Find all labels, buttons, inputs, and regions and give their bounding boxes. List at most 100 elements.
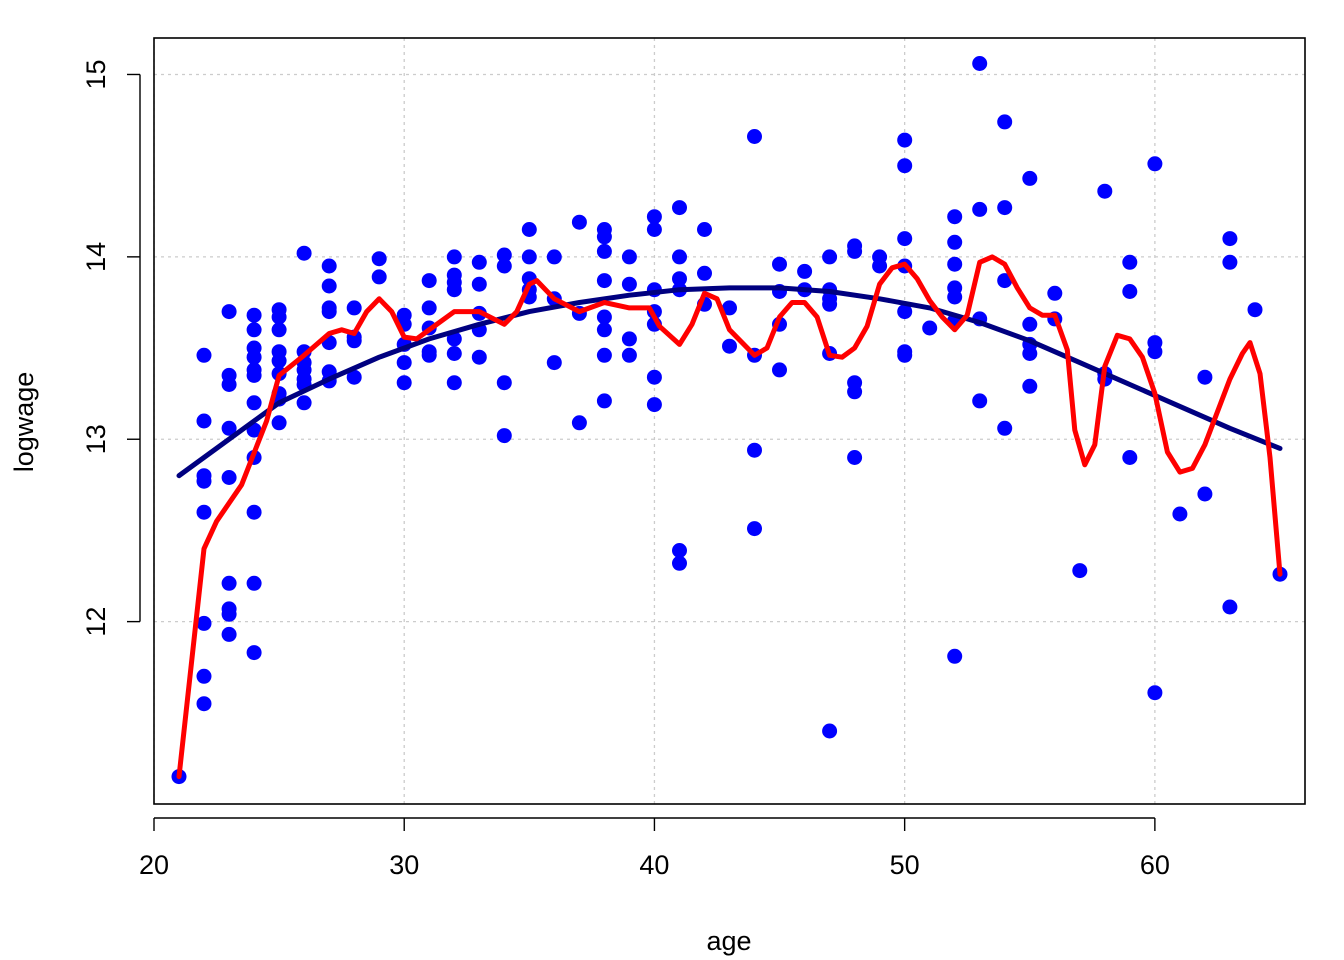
data-point [446, 282, 462, 298]
data-point [1122, 284, 1138, 299]
smooth-fit-line [176, 254, 1283, 780]
data-point [947, 289, 963, 305]
data-point [1022, 170, 1038, 186]
data-point [296, 395, 312, 411]
data-point [822, 723, 838, 739]
data-point [421, 300, 437, 316]
data-point [421, 273, 437, 289]
data-point [571, 415, 587, 431]
data-point [646, 369, 662, 385]
x-tick-label: 50 [890, 850, 920, 880]
data-point [646, 209, 662, 225]
data-point [521, 222, 537, 237]
data-point [997, 273, 1013, 289]
data-point [471, 254, 487, 270]
data-point [196, 696, 212, 712]
data-point [521, 249, 537, 265]
data-point [596, 229, 612, 245]
data-point [421, 347, 437, 363]
x-tick-label: 40 [639, 850, 669, 880]
data-point [1247, 302, 1263, 318]
data-point [847, 450, 863, 465]
data-point [722, 338, 737, 354]
data-point [496, 428, 512, 444]
data-point [672, 271, 687, 287]
data-point [672, 249, 687, 265]
data-point [546, 355, 562, 371]
data-point [1147, 685, 1163, 701]
data-point [947, 209, 963, 225]
y-tick-label: 15 [81, 59, 111, 89]
data-point [596, 347, 612, 363]
y-axis: 12 13 14 15 [81, 59, 141, 637]
data-point [446, 375, 462, 391]
y-tick-label: 12 [81, 607, 111, 637]
data-point [621, 347, 637, 363]
data-point [1072, 563, 1088, 579]
data-point [747, 129, 762, 144]
data-point [496, 247, 512, 263]
data-point [897, 132, 913, 148]
data-point [596, 393, 612, 409]
data-point [621, 331, 637, 347]
data-point [1022, 378, 1038, 394]
data-point [972, 56, 988, 71]
data-point [371, 269, 387, 285]
data-point [571, 214, 587, 230]
data-point [797, 263, 813, 279]
data-point [196, 413, 212, 429]
data-point [897, 304, 913, 320]
data-point [947, 234, 963, 250]
data-point [697, 265, 712, 281]
data-point [897, 231, 913, 247]
data-point [596, 322, 612, 338]
data-point [897, 158, 913, 174]
data-point [1222, 254, 1238, 270]
data-point [646, 397, 662, 413]
data-point [396, 375, 412, 391]
data-point [246, 395, 262, 411]
data-point [246, 322, 262, 338]
data-point [346, 333, 362, 349]
x-axis: 20 30 40 50 60 [139, 817, 1170, 880]
data-point [997, 200, 1013, 216]
data-point [847, 243, 863, 259]
y-tick-label: 14 [81, 242, 111, 272]
data-point [1222, 231, 1238, 247]
data-point [221, 626, 237, 642]
data-point [1022, 316, 1038, 332]
data-point [446, 249, 462, 265]
plot-frame [153, 37, 1306, 805]
data-point [672, 543, 687, 558]
data-point [1097, 183, 1113, 199]
data-point [772, 362, 787, 378]
data-point [196, 473, 212, 489]
data-point [246, 504, 262, 520]
data-point [296, 245, 312, 261]
data-point [621, 249, 637, 265]
data-point [471, 276, 487, 292]
data-points [171, 56, 1288, 785]
x-tick-label: 30 [389, 850, 419, 880]
data-point [1172, 506, 1188, 522]
data-point [496, 375, 512, 391]
data-point [596, 273, 612, 289]
data-point [496, 258, 512, 274]
data-point [221, 606, 237, 622]
data-point [246, 367, 262, 383]
data-point [922, 320, 938, 336]
quadratic-fit-line [176, 285, 1283, 479]
data-point [621, 276, 637, 292]
grid [153, 38, 1305, 804]
data-point [747, 521, 762, 537]
data-point [947, 256, 963, 272]
data-point [872, 258, 888, 274]
data-point [897, 347, 913, 363]
data-point [747, 442, 762, 458]
x-axis-label: age [706, 926, 751, 956]
data-point [221, 420, 237, 436]
data-point [672, 200, 687, 216]
data-point [471, 349, 487, 365]
data-point [997, 114, 1013, 130]
data-point [847, 384, 863, 400]
